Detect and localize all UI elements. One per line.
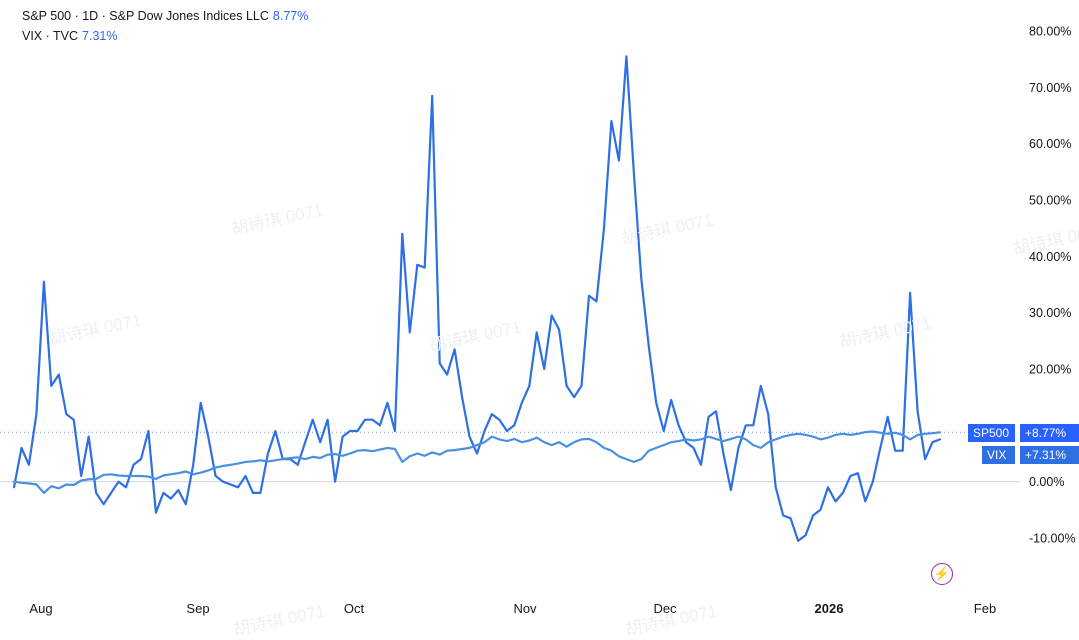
legend-sp500-pct: 8.77%: [272, 9, 309, 23]
x-tick-label: Aug: [29, 601, 52, 616]
y-tick-label: 80.00%: [1029, 25, 1071, 39]
x-tick-label: 2026: [815, 601, 844, 616]
y-tick-label: 30.00%: [1029, 306, 1071, 320]
sp500-name-tag: SP500: [968, 424, 1015, 442]
y-tick-label: 0.00%: [1029, 475, 1064, 489]
legend-vix-label: VIX · TVC: [22, 29, 79, 43]
y-tick-label: 60.00%: [1029, 137, 1071, 151]
x-tick-label: Dec: [653, 601, 677, 616]
legend-sp500[interactable]: S&P 500 · 1D · S&P Dow Jones Indices LLC…: [22, 6, 308, 26]
chart-legend: S&P 500 · 1D · S&P Dow Jones Indices LLC…: [22, 6, 308, 46]
y-tick-label: -10.00%: [1029, 532, 1076, 546]
tag-divider: [1017, 424, 1018, 464]
sp500-line[interactable]: [12, 430, 942, 494]
y-tick-label: 20.00%: [1029, 363, 1071, 377]
x-tick-label: Oct: [344, 601, 365, 616]
x-tick-label: Nov: [513, 601, 537, 616]
y-tick-label: 70.00%: [1029, 81, 1071, 95]
legend-sp500-label: S&P 500 · 1D · S&P Dow Jones Indices LLC: [22, 9, 269, 23]
sp500-value-tag: +8.77%: [1020, 424, 1079, 442]
x-tick-label: Feb: [974, 601, 996, 616]
legend-vix[interactable]: VIX · TVC 7.31%: [22, 26, 308, 46]
flash-icon[interactable]: ⚡: [931, 563, 953, 585]
y-tick-label: 40.00%: [1029, 250, 1071, 264]
y-tick-label: 50.00%: [1029, 194, 1071, 208]
legend-vix-pct: 7.31%: [82, 29, 118, 43]
vix-name-tag: VIX: [982, 446, 1015, 464]
vix-line[interactable]: [12, 55, 942, 542]
x-tick-label: Sep: [186, 601, 209, 616]
vix-value-tag: +7.31%: [1020, 446, 1079, 464]
